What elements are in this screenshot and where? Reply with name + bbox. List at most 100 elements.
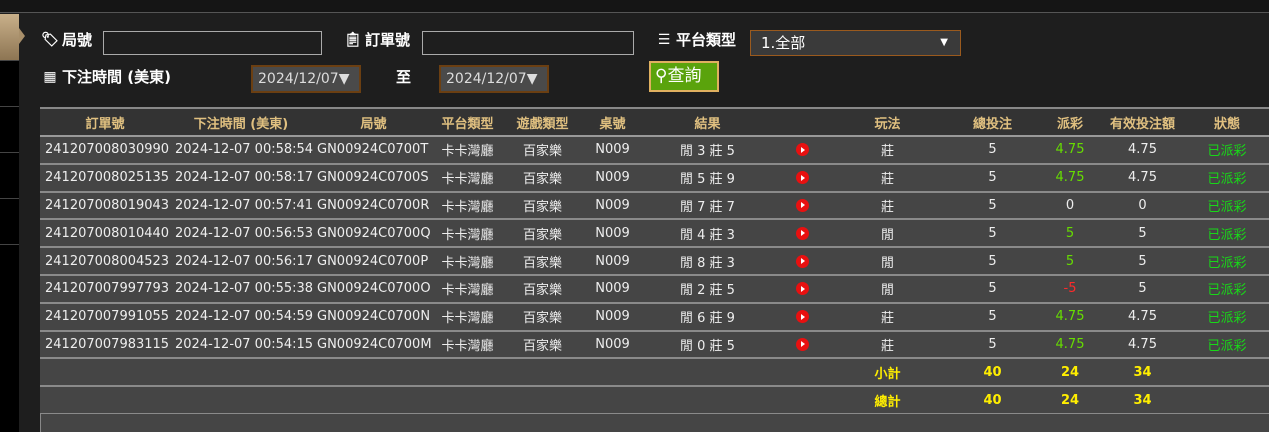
replay-cell[interactable] <box>775 302 830 332</box>
sidebar-active-tab[interactable] <box>0 14 25 60</box>
table-number: N009 <box>585 274 640 304</box>
order-number: 241207007983115 <box>40 330 170 360</box>
divider <box>0 60 19 61</box>
bet-time: 2024-12-07 00:54:15 <box>170 330 313 360</box>
play-video-icon[interactable] <box>796 337 809 351</box>
platform: 卡卡灣廳 <box>435 191 500 221</box>
platform-select[interactable]: 1.全部 ▼ <box>750 30 961 56</box>
replay-cell[interactable] <box>775 330 830 360</box>
subtotal-payout: 24 <box>1040 358 1100 388</box>
result: 閒 6 莊 9 <box>640 302 775 332</box>
replay-cell[interactable] <box>775 219 830 249</box>
play-video-icon[interactable] <box>796 282 809 296</box>
divider <box>0 244 19 245</box>
subtotal-row: 小計 40 24 34 <box>40 358 1269 388</box>
play-video-icon[interactable] <box>796 226 809 240</box>
total-bet: 5 <box>945 163 1040 193</box>
bet-time: 2024-12-07 00:54:59 <box>170 302 313 332</box>
play-video-icon[interactable] <box>796 310 809 324</box>
bet-records-table: 訂單號 下注時間 (美東) 局號 平台類型 遊戲類型 桌號 結果 玩法 總投注 派彩 有效投注額 狀態… <box>40 107 1269 415</box>
round-input[interactable] <box>103 31 322 55</box>
game-type: 百家樂 <box>500 302 585 332</box>
replay-cell[interactable] <box>775 136 830 165</box>
play-video-icon[interactable] <box>796 143 809 157</box>
server-icon: ☰ <box>657 31 671 48</box>
bet-time: 2024-12-07 00:58:54 <box>170 136 313 165</box>
round-number: GN00924C0700N <box>312 302 435 332</box>
calendar-icon: ▦ <box>43 68 57 85</box>
order-number: 241207008004523 <box>40 247 170 276</box>
replay-cell[interactable] <box>775 163 830 193</box>
date-from-picker[interactable]: 2024/12/07▼ <box>251 65 361 93</box>
order-input[interactable] <box>422 31 634 55</box>
payout: 0 <box>1040 191 1100 221</box>
search-icon: ⚲ <box>655 66 668 86</box>
status: 已派彩 <box>1185 191 1269 221</box>
status: 已派彩 <box>1185 163 1269 193</box>
order-number: 241207007997793 <box>40 274 170 304</box>
result: 閒 3 莊 5 <box>640 136 775 165</box>
total-payout: 24 <box>1040 386 1100 415</box>
total-total-bet: 40 <box>945 386 1040 415</box>
payout: 5 <box>1040 219 1100 249</box>
divider <box>0 198 19 199</box>
platform-label: ☰ 平台類型 <box>655 29 736 50</box>
game-type: 百家樂 <box>500 191 585 221</box>
game-type: 百家樂 <box>500 274 585 304</box>
time-label: ▦ 下注時間 (美東) <box>41 66 171 87</box>
result: 閒 5 莊 9 <box>640 163 775 193</box>
clipboard-icon: 📋︎ <box>344 31 362 48</box>
empty-cell <box>40 358 830 388</box>
chevron-down-icon: ▼ <box>940 37 948 48</box>
top-bar <box>0 0 1269 13</box>
order-number: 241207008030990 <box>40 136 170 165</box>
search-button[interactable]: ⚲查詢 <box>649 61 719 92</box>
platform: 卡卡灣廳 <box>435 330 500 360</box>
replay-cell[interactable] <box>775 274 830 304</box>
valid-bet: 4.75 <box>1100 136 1185 165</box>
table-header: 訂單號 下注時間 (美東) 局號 平台類型 遊戲類型 桌號 結果 玩法 總投注 派彩 有效投注額 狀態 <box>40 107 1269 137</box>
subtotal-label: 小計 <box>830 358 945 388</box>
bet-type: 閒 <box>830 219 945 249</box>
order-number: 241207008025135 <box>40 163 170 193</box>
column-header: 桌號 <box>585 107 640 137</box>
column-header: 狀態 <box>1185 107 1269 137</box>
table-number: N009 <box>585 219 640 249</box>
status: 已派彩 <box>1185 302 1269 332</box>
column-header: 訂單號 <box>40 107 170 137</box>
status: 已派彩 <box>1185 219 1269 249</box>
bet-time: 2024-12-07 00:55:38 <box>170 274 313 304</box>
order-number: 241207008019043 <box>40 191 170 221</box>
column-header: 局號 <box>312 107 435 137</box>
game-type: 百家樂 <box>500 247 585 276</box>
column-header: 結果 <box>640 107 775 137</box>
payout: 4.75 <box>1040 302 1100 332</box>
valid-bet: 4.75 <box>1100 330 1185 360</box>
tag-icon: 🏷︎ <box>41 31 59 48</box>
valid-bet: 0 <box>1100 191 1185 221</box>
valid-bet: 5 <box>1100 219 1185 249</box>
game-type: 百家樂 <box>500 219 585 249</box>
table-row: 241207008025135 2024-12-07 00:58:17 GN0092… <box>40 163 1269 193</box>
bet-type: 莊 <box>830 191 945 221</box>
table-row: 241207007991055 2024-12-07 00:54:59 GN0092… <box>40 302 1269 332</box>
table-number: N009 <box>585 302 640 332</box>
subtotal-valid-bet: 34 <box>1100 358 1185 388</box>
divider <box>0 152 19 153</box>
sidebar <box>0 14 25 432</box>
column-header: 平台類型 <box>435 107 500 137</box>
date-to-picker[interactable]: 2024/12/07▼ <box>439 65 549 93</box>
status: 已派彩 <box>1185 330 1269 360</box>
status: 已派彩 <box>1185 247 1269 276</box>
payout: 5 <box>1040 247 1100 276</box>
result: 閒 0 莊 5 <box>640 330 775 360</box>
play-video-icon[interactable] <box>796 171 809 185</box>
replay-cell[interactable] <box>775 191 830 221</box>
bet-time: 2024-12-07 00:56:17 <box>170 247 313 276</box>
table-number: N009 <box>585 163 640 193</box>
replay-cell[interactable] <box>775 247 830 276</box>
play-video-icon[interactable] <box>796 254 809 268</box>
table-number: N009 <box>585 136 640 165</box>
play-video-icon[interactable] <box>796 198 809 212</box>
platform: 卡卡灣廳 <box>435 302 500 332</box>
